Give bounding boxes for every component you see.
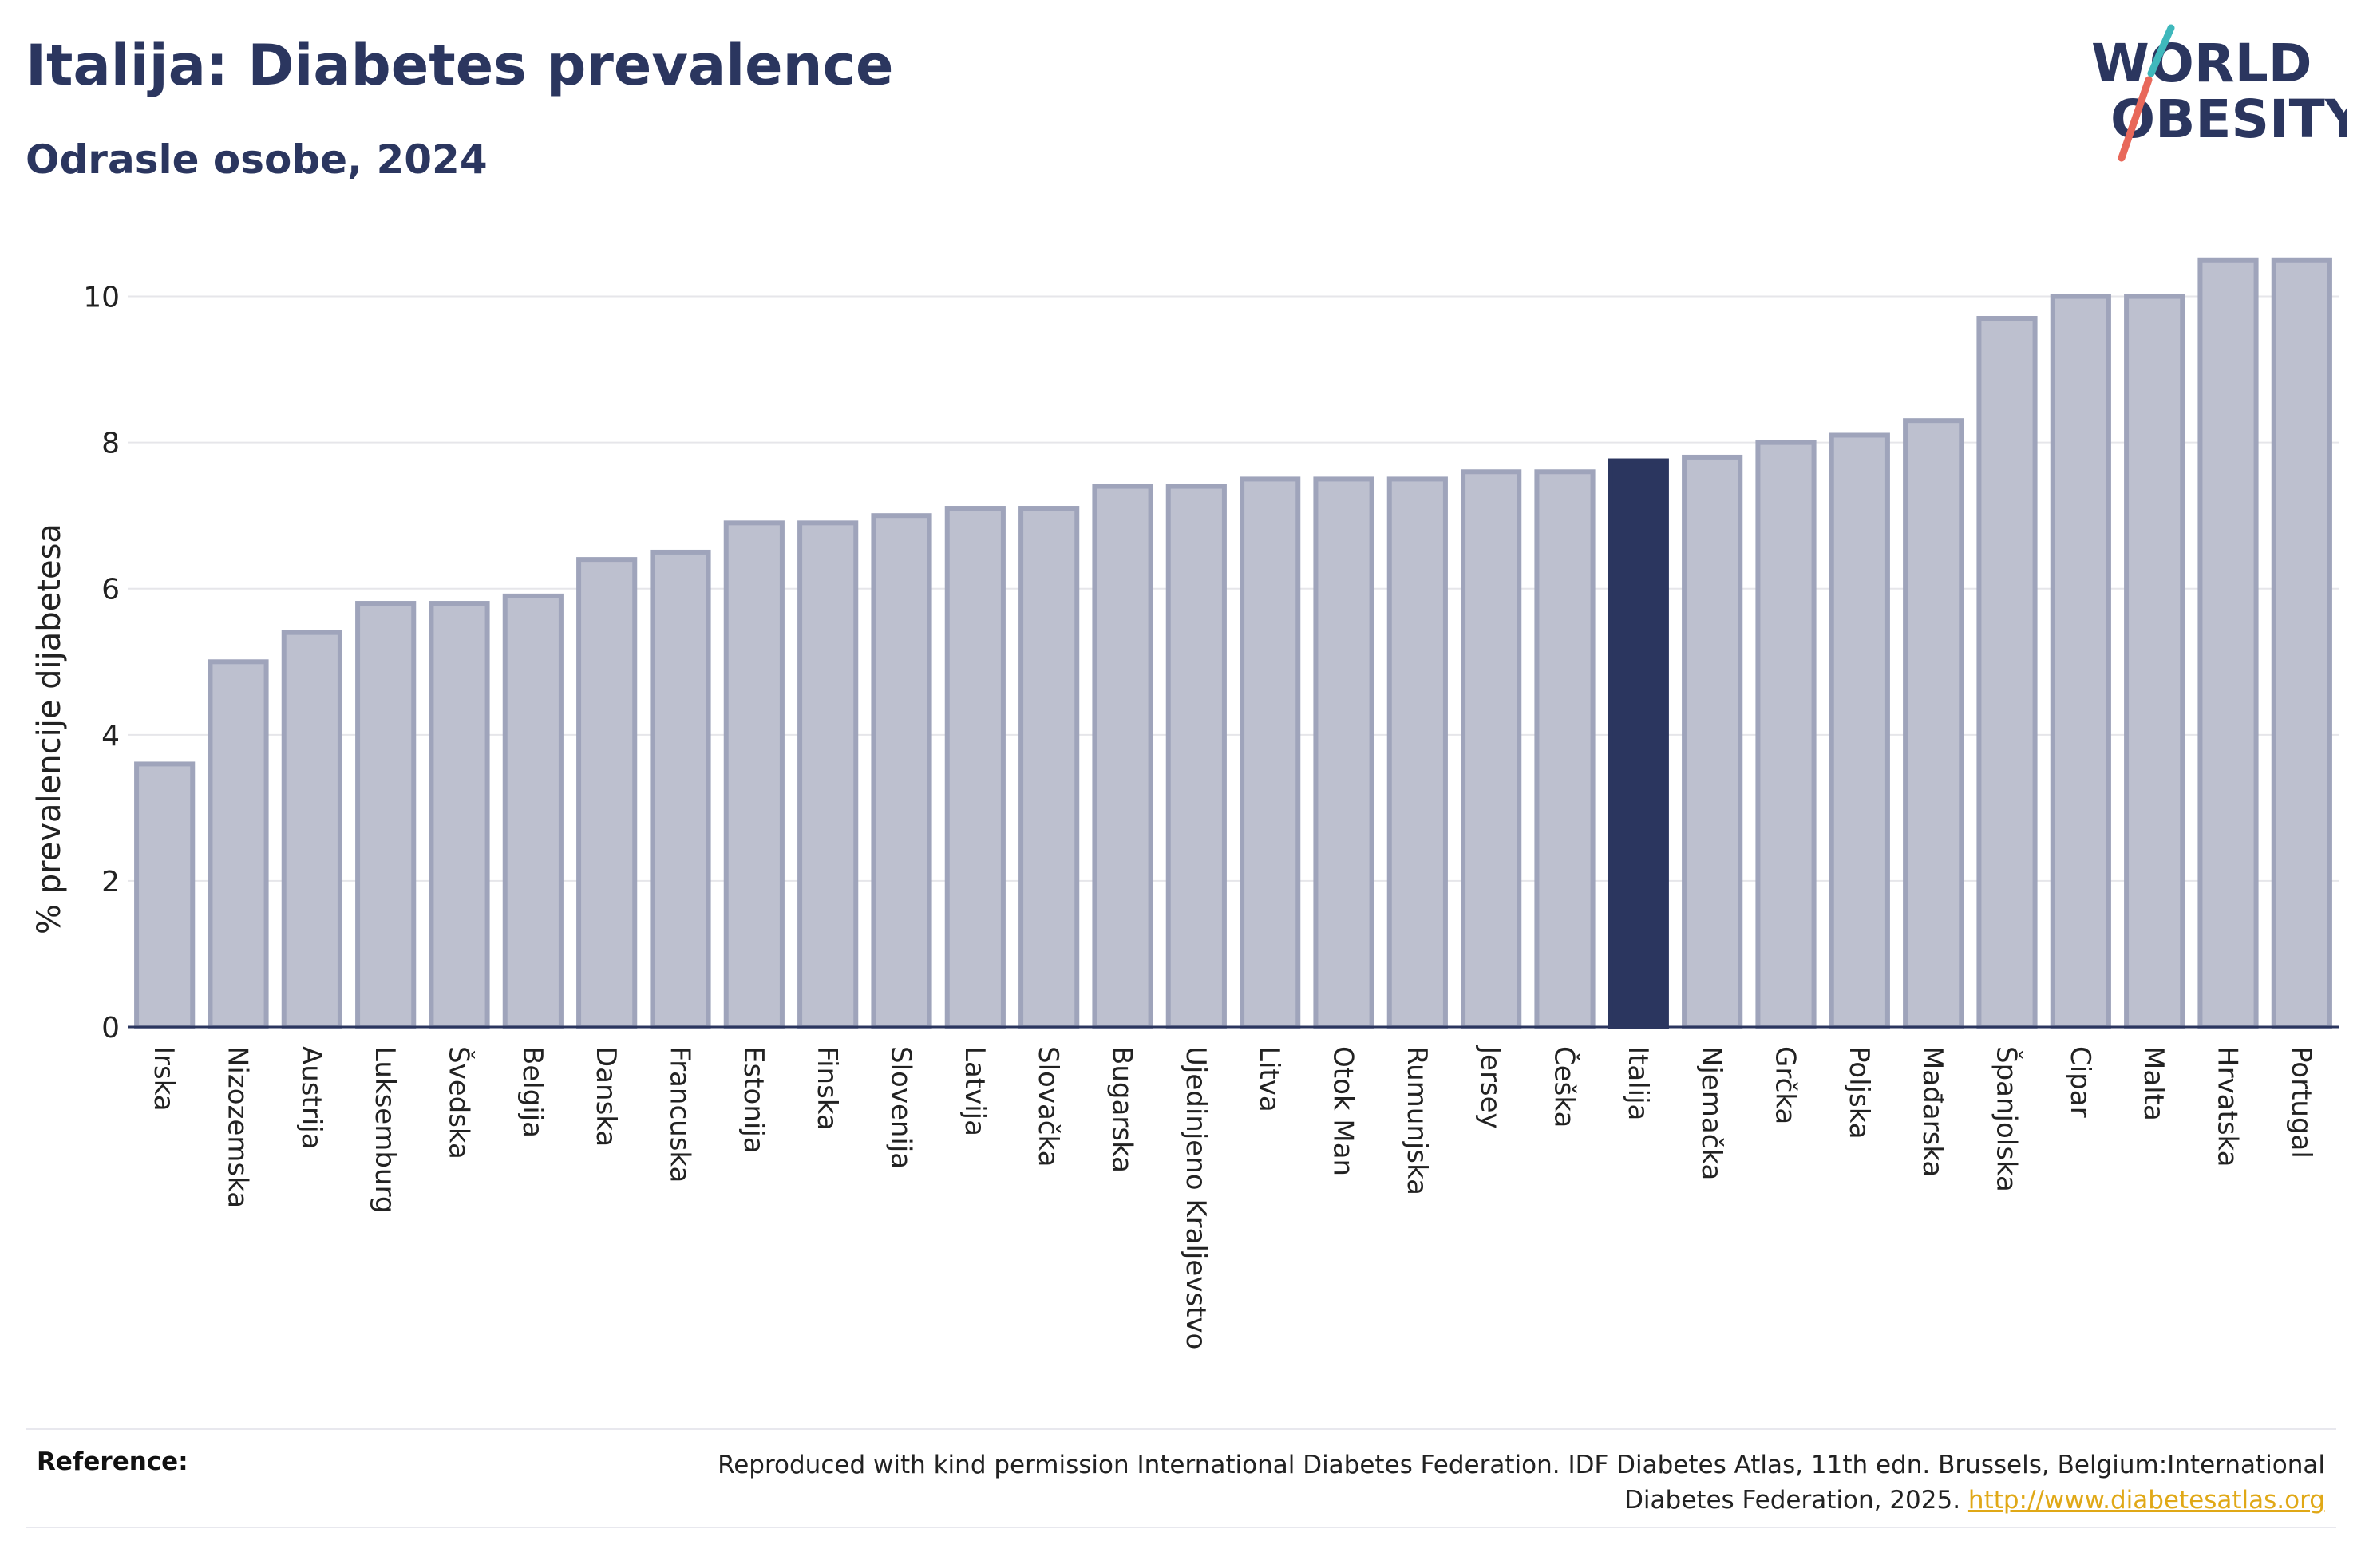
y-tick-label: 8 [101, 428, 120, 460]
bar-slovenija [871, 513, 932, 1029]
x-tick-label: Latvija [959, 1046, 991, 1136]
bar-estonija [723, 520, 785, 1029]
reference-footer: Reference: Reproduced with kind permissi… [26, 1428, 2336, 1528]
reference-link[interactable]: http://www.diabetesatlas.org [1968, 1486, 2325, 1515]
bars [134, 257, 2332, 1030]
y-tick-labels: 0 2 4 6 8 10 [83, 282, 120, 1045]
x-tick-label: Malta [2138, 1046, 2169, 1121]
x-tick-label: Italija [1622, 1046, 1654, 1120]
x-tick-label: Hrvatska [2212, 1046, 2244, 1167]
x-tick-label: Rumunjska [1401, 1046, 1433, 1195]
y-tick-label: 6 [101, 574, 120, 606]
x-tick-label: Luksemburg [369, 1046, 401, 1213]
x-tick-label: Češka [1548, 1046, 1581, 1128]
reference-body: Reproduced with kind permission Internat… [718, 1451, 2325, 1515]
chart-subtitle: Odrasle osobe, 2024 [26, 136, 488, 183]
bar-jersey [1461, 469, 1522, 1029]
x-tick-label: Cipar [2064, 1046, 2096, 1118]
bar-bugarska [1092, 484, 1153, 1029]
bar-italija [1608, 458, 1669, 1029]
reference-text: Reproduced with kind permission Internat… [649, 1448, 2325, 1518]
x-tick-label: Grčka [1770, 1046, 1801, 1124]
bar-cipar [2050, 294, 2111, 1029]
reference-label: Reference: [37, 1448, 188, 1476]
bar-španjolska [1976, 316, 2038, 1029]
bar-grčka [1755, 440, 1817, 1029]
x-tick-label: Švedska [443, 1046, 476, 1159]
x-tick-label: Litva [1253, 1046, 1285, 1112]
y-tick-label: 10 [83, 282, 120, 314]
y-tick-label: 2 [101, 866, 120, 899]
y-tick-label: 4 [101, 720, 120, 752]
bar-mađarska [1903, 418, 1964, 1029]
bar-portugal [2271, 257, 2332, 1030]
logo-text-obesity: OBESITY [2110, 89, 2347, 150]
x-tick-label: Irska [148, 1046, 180, 1112]
x-tick-label: Španjolska [1991, 1046, 2023, 1192]
x-tick-label: Mađarska [1916, 1046, 1948, 1177]
bar-litva [1240, 476, 1301, 1029]
x-tick-labels: Irska Nizozemska Austrija Luksemburg Švedska… [148, 1045, 2317, 1349]
y-axis-label: % prevalencije dijabetesa [31, 523, 68, 934]
bar-latvija [944, 506, 1006, 1029]
x-tick-label: Otok Man [1327, 1046, 1359, 1176]
bar-nizozemska [208, 659, 269, 1029]
x-tick-label: Slovenija [885, 1046, 917, 1169]
bar-ujedinjeno-kraljevstvo [1165, 484, 1227, 1029]
bar-francuska [650, 549, 711, 1029]
x-tick-label: Poljska [1843, 1046, 1875, 1139]
x-tick-label: Njemačka [1695, 1046, 1727, 1180]
x-tick-label: Portugal [2285, 1046, 2317, 1159]
x-tick-label: Slovačka [1032, 1046, 1064, 1167]
bar-malta [2124, 294, 2185, 1029]
gridlines [128, 295, 2339, 882]
bar-austrija [281, 630, 342, 1029]
bar-belgija [502, 593, 564, 1029]
bar-hrvatska [2197, 257, 2259, 1030]
y-tick-label: 0 [101, 1012, 120, 1045]
x-tick-label: Estonija [738, 1046, 769, 1154]
x-tick-label: Belgija [516, 1046, 548, 1138]
x-tick-label: Nizozemska [222, 1046, 254, 1208]
bar-irska [134, 761, 196, 1029]
world-obesity-logo: WORLD OBESITY [2091, 24, 2347, 162]
x-tick-label: Danska [590, 1046, 622, 1147]
bar-chart: 0 2 4 6 8 10 Irska Nizozemska Austrija Luksembur… [31, 257, 2339, 1349]
logo-slash-coral [2118, 76, 2153, 162]
x-tick-label: Austrija [295, 1046, 327, 1150]
chart-title: Italija: Diabetes prevalence [26, 33, 894, 98]
bar-rumunjska [1386, 476, 1448, 1029]
logo-slash-teal [2147, 24, 2175, 77]
logo-text-world: WORLD [2091, 33, 2312, 94]
bar-luksemburg [355, 601, 417, 1029]
bar-češka [1534, 469, 1596, 1029]
x-tick-label: Ujedinjeno Kraljevstvo [1180, 1046, 1212, 1349]
x-tick-label: Bugarska [1106, 1046, 1138, 1173]
x-tick-label: Finska [811, 1046, 843, 1131]
bar-otok-man [1313, 476, 1374, 1029]
bar-danska [576, 557, 638, 1029]
x-tick-label: Francuska [664, 1046, 696, 1183]
bar-njemačka [1682, 454, 1743, 1029]
bar-slovačka [1018, 506, 1080, 1029]
bar-poljska [1829, 432, 1890, 1029]
x-tick-label: Jersey [1474, 1045, 1506, 1129]
bar-finska [797, 520, 859, 1029]
bar-švedska [429, 601, 490, 1029]
